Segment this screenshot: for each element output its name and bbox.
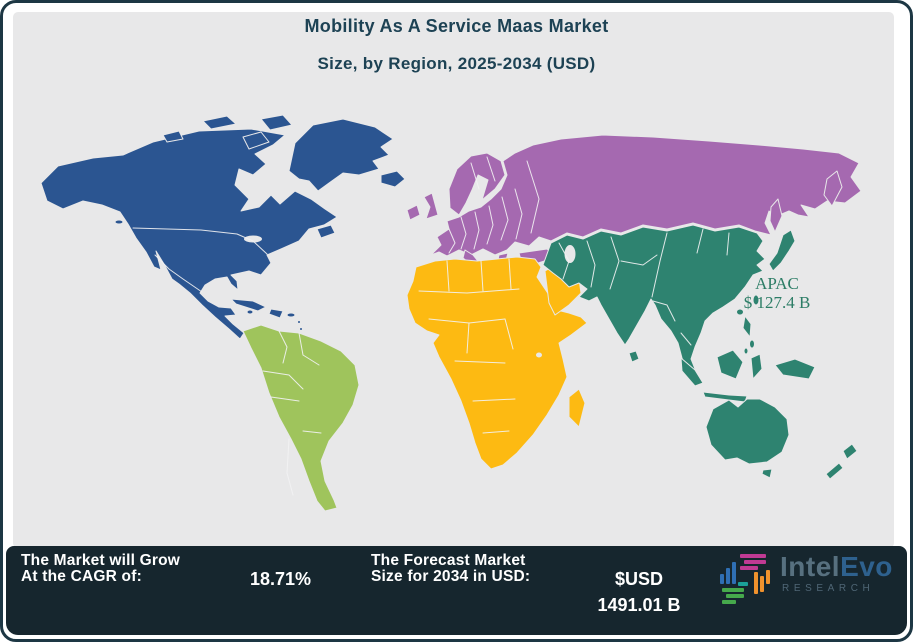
forecast-value: $USD 1491.01 B — [590, 566, 688, 618]
logo-bars-magenta — [740, 554, 766, 570]
apac-region-name: APAC — [755, 274, 799, 293]
forecast-label-line2: Size for 2034 in USD: — [371, 567, 531, 585]
region-latin-america — [242, 324, 360, 512]
logo-bars-teal — [738, 582, 748, 586]
cagr-label-line2: At the CAGR of: — [21, 567, 142, 585]
forecast-label: The Forecast Market Size for 2034 in USD… — [371, 553, 530, 584]
footer-bar: The Market will Grow At the CAGR of: 18.… — [6, 546, 907, 635]
logo-bars-orange — [754, 570, 770, 594]
logo-bars-blue — [720, 562, 736, 584]
logo-name-evo: Evo — [840, 551, 893, 582]
region-north-america — [40, 114, 406, 340]
apac-region-label: APAC $ 127.4 B — [717, 274, 837, 312]
page-title-line1: Mobility As A Service Maas Market — [304, 16, 609, 36]
forecast-currency: $USD — [614, 569, 663, 589]
cagr-label: The Market will Grow At the CAGR of: — [21, 553, 180, 584]
intelevo-logo-text: IntelEvo RESEARCH — [780, 552, 893, 595]
world-map — [40, 114, 862, 512]
country-borders — [132, 156, 730, 496]
logo-name-intel: Intel — [780, 551, 841, 582]
logo-bars-green — [722, 588, 744, 604]
page-title-line2: Size, by Region, 2025-2034 (USD) — [317, 54, 596, 73]
forecast-label-line1: The Forecast Market — [371, 552, 526, 569]
apac-region-value: $ 127.4 B — [743, 293, 811, 312]
intelevo-logo-icon — [720, 554, 770, 604]
logo-subtitle: RESEARCH — [782, 583, 875, 594]
cagr-label-line1: The Market will Grow — [21, 552, 181, 569]
intelevo-logo: IntelEvo RESEARCH — [718, 552, 893, 604]
forecast-amount: 1491.01 B — [597, 595, 681, 615]
region-asia-pacific — [542, 224, 858, 480]
logo-name: IntelEvo — [780, 552, 893, 582]
cagr-value: 18.71% — [250, 569, 312, 589]
lakes — [244, 235, 576, 358]
